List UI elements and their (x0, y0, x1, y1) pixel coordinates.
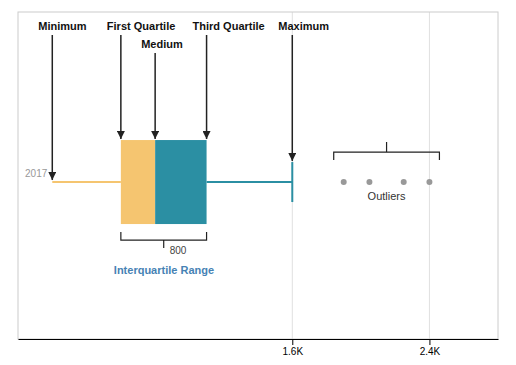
grid (292, 12, 429, 339)
box-lower (121, 140, 155, 224)
outliers-label: Outliers (368, 190, 406, 202)
grid-line (429, 12, 430, 339)
annotation-arrow (52, 35, 54, 180)
annotation-arrow (206, 35, 208, 139)
whisker-cap (291, 162, 293, 202)
whisker (52, 181, 121, 183)
annotation: Third Quartile (193, 20, 265, 32)
annotation-arrow (154, 53, 156, 139)
annotation: Minimum (38, 20, 86, 32)
x-axis: 1.6K 2.4K (19, 339, 499, 357)
tick: 2.4K (420, 339, 441, 357)
tick-label: 1.6K (282, 346, 303, 357)
outlier (426, 179, 432, 185)
tick-label: 2.4K (420, 346, 441, 357)
whisker (207, 181, 293, 183)
annotation: First Quartile (107, 20, 175, 32)
outlier (341, 179, 347, 185)
annotation-shapes (52, 35, 439, 248)
iqr-label: Interquartile Range (114, 264, 214, 276)
plot-frame (18, 12, 498, 339)
outliers-bracket (334, 142, 440, 160)
chart: 1.6K 2.4K Outliers 800 Interquartile Range 20… (0, 0, 516, 365)
iqr-value-label: 800 (170, 245, 187, 256)
annotation-arrow (292, 35, 294, 161)
grid-line (292, 12, 293, 339)
box-upper (155, 140, 206, 224)
outlier (401, 179, 407, 185)
iqr-bracket (121, 232, 207, 248)
label: 2017 (25, 168, 48, 179)
annotation: Maximum (278, 20, 329, 32)
tick-mark (292, 339, 293, 345)
tick-mark (429, 339, 430, 345)
outlier (366, 179, 372, 185)
tick: 1.6K (282, 339, 303, 357)
axis-line (19, 339, 499, 340)
annotation: Medium (141, 38, 183, 50)
annotation-arrow (120, 35, 122, 139)
annotation-texts: Outliers 800 Interquartile Range 2017 Minimu… (25, 20, 406, 276)
